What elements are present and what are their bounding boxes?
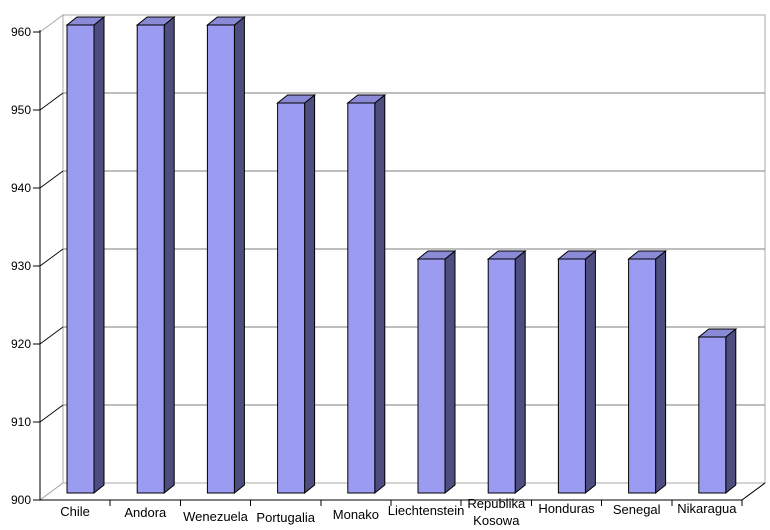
bar-side-face xyxy=(584,249,596,495)
bar-front-face xyxy=(628,258,657,494)
bar-front-face xyxy=(698,336,727,494)
x-axis-label-honduras: Honduras xyxy=(538,501,595,516)
y-axis-label-920: 920 xyxy=(11,337,31,351)
x-axis-label-senegal: Senegal xyxy=(613,502,661,517)
bar-front-face xyxy=(347,102,376,494)
y-axis-label-940: 940 xyxy=(11,181,31,195)
bar-front-face xyxy=(66,24,95,494)
bar-side-face xyxy=(304,93,316,495)
bar-side-face xyxy=(514,249,526,495)
gridline-connector-920 xyxy=(39,326,64,345)
bar-chile xyxy=(65,15,106,495)
x-axis-label-monako: Monako xyxy=(333,507,379,522)
bar-side-face xyxy=(374,93,386,495)
bar-nikaragua xyxy=(697,327,738,495)
gridline-connector-910 xyxy=(39,404,64,423)
bars xyxy=(65,15,738,495)
x-axis-label-chile: Chile xyxy=(60,504,90,519)
bar-front-face xyxy=(417,258,446,494)
gridline-connector-940 xyxy=(39,170,64,189)
bar-wenezuela xyxy=(205,15,246,495)
bar-front-face xyxy=(206,24,235,494)
bar-monako xyxy=(346,93,387,495)
y-axis-label-960: 960 xyxy=(11,25,31,39)
bar-portugalia xyxy=(276,93,317,495)
y-axis-label-900: 900 xyxy=(11,493,31,507)
y-axis-label-910: 910 xyxy=(11,415,31,429)
gridline-connector-930 xyxy=(39,248,64,267)
x-axis-label-andora: Andora xyxy=(124,505,167,520)
bar-senegal xyxy=(627,249,668,495)
bar-side-face xyxy=(233,15,245,495)
bar-liechtenstein xyxy=(416,249,457,495)
bar-side-face xyxy=(93,15,105,495)
y-axis-label-930: 930 xyxy=(11,259,31,273)
bar-side-face xyxy=(725,327,737,495)
bar-front-face xyxy=(277,102,306,494)
axes xyxy=(33,30,766,506)
x-axis-label-nikaragua: Nikaragua xyxy=(677,501,737,516)
bar-front-face xyxy=(136,24,165,494)
bar-side-face xyxy=(163,15,175,495)
bar-honduras xyxy=(556,249,597,495)
bar-side-face xyxy=(444,249,456,495)
y-axis-label-950: 950 xyxy=(11,103,31,117)
x-axis-label-portugalia: Portugalia xyxy=(256,510,315,525)
bar-front-face xyxy=(487,258,516,494)
x-axis-label-republika-kosowa: Republika Kosowa xyxy=(467,496,526,528)
x-axis-label-wenezuela: Wenezuela xyxy=(183,509,249,524)
gridline-connector-950 xyxy=(39,92,64,111)
x-axis-label-line-1: Republika xyxy=(467,496,526,511)
x-axis-label-line-2: Kosowa xyxy=(473,513,520,528)
bar-republika-kosowa xyxy=(486,249,527,495)
x-axis-depth-line xyxy=(741,482,766,501)
bar-front-face xyxy=(557,258,586,494)
bar-side-face xyxy=(655,249,667,495)
bar-andora xyxy=(135,15,176,495)
x-axis-label-liechtenstein: Liechtenstein xyxy=(388,503,465,518)
